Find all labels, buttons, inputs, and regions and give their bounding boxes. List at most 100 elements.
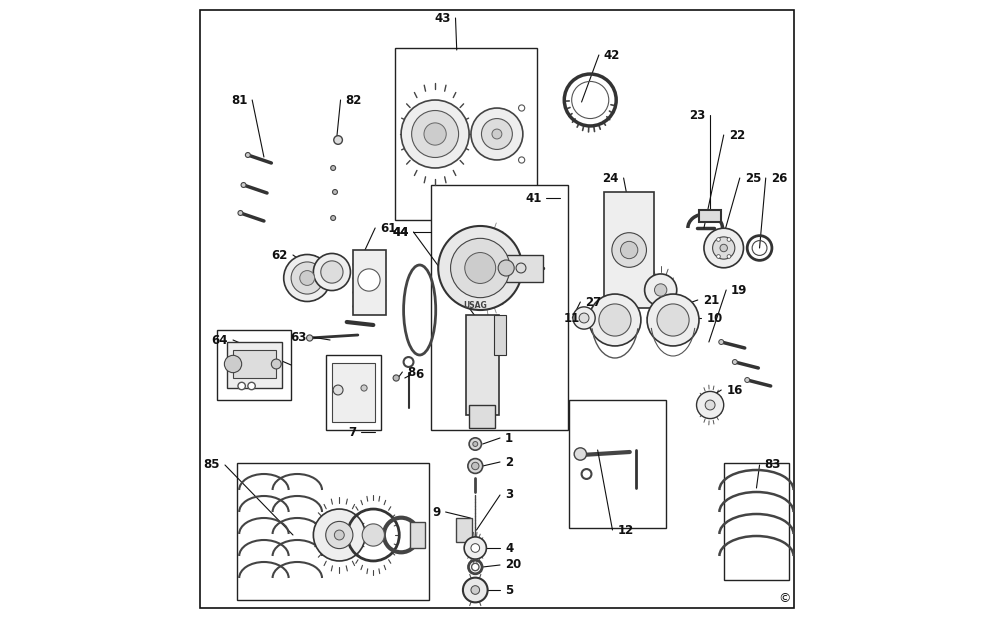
Circle shape: [451, 239, 510, 298]
Circle shape: [248, 383, 255, 390]
Text: 1: 1: [505, 431, 513, 444]
Circle shape: [471, 544, 480, 552]
Circle shape: [334, 136, 342, 145]
Circle shape: [238, 211, 243, 216]
Circle shape: [468, 459, 483, 473]
Bar: [431, 185, 568, 430]
Circle shape: [245, 153, 250, 158]
Circle shape: [238, 383, 245, 390]
Text: 63: 63: [290, 331, 307, 344]
Text: 26: 26: [771, 172, 787, 185]
Text: 44: 44: [392, 226, 409, 239]
Circle shape: [224, 355, 242, 373]
Circle shape: [333, 385, 343, 395]
Text: 4: 4: [505, 541, 513, 554]
Circle shape: [519, 105, 525, 111]
Circle shape: [438, 226, 522, 310]
Text: 9: 9: [432, 506, 441, 519]
Bar: [506, 255, 543, 282]
Bar: [456, 518, 472, 542]
Bar: [395, 48, 537, 220]
Text: USAG: USAG: [463, 300, 487, 310]
Text: ©: ©: [778, 592, 790, 605]
Bar: [699, 210, 721, 222]
Circle shape: [241, 182, 246, 187]
Circle shape: [498, 260, 514, 276]
Text: 43: 43: [434, 12, 451, 25]
Circle shape: [469, 438, 481, 450]
Circle shape: [713, 237, 735, 259]
Text: 11: 11: [564, 311, 580, 324]
Circle shape: [424, 123, 446, 145]
Circle shape: [300, 271, 315, 286]
Circle shape: [647, 294, 699, 346]
Text: 10: 10: [706, 311, 723, 324]
Text: 83: 83: [765, 459, 781, 472]
Text: 61: 61: [380, 221, 396, 234]
Circle shape: [516, 263, 526, 273]
Circle shape: [579, 313, 589, 323]
Bar: [724, 463, 789, 580]
Circle shape: [599, 304, 631, 336]
Text: 41: 41: [525, 192, 541, 205]
Circle shape: [732, 360, 737, 365]
Circle shape: [471, 586, 480, 595]
Circle shape: [291, 262, 323, 294]
Circle shape: [705, 400, 715, 410]
Text: 44: 44: [392, 226, 409, 239]
Bar: [410, 522, 425, 548]
Circle shape: [321, 261, 343, 283]
Circle shape: [589, 294, 641, 346]
Bar: [233, 350, 276, 378]
Circle shape: [471, 108, 523, 160]
Circle shape: [657, 304, 689, 336]
Circle shape: [519, 157, 525, 163]
Bar: [604, 192, 654, 308]
Bar: [237, 463, 429, 600]
Bar: [569, 400, 666, 528]
Text: 5: 5: [505, 583, 513, 596]
Text: 42: 42: [604, 48, 620, 62]
Bar: [326, 355, 381, 430]
Text: 22: 22: [729, 129, 745, 142]
Circle shape: [331, 166, 336, 171]
Circle shape: [492, 129, 502, 139]
Text: 25: 25: [745, 172, 761, 185]
Circle shape: [361, 385, 367, 391]
Circle shape: [313, 509, 365, 561]
Circle shape: [412, 111, 459, 158]
Circle shape: [704, 228, 743, 268]
Circle shape: [727, 255, 731, 258]
Text: 85: 85: [204, 459, 220, 472]
Text: 7: 7: [348, 426, 356, 439]
Circle shape: [284, 255, 331, 302]
Text: 19: 19: [731, 284, 748, 297]
Circle shape: [717, 238, 720, 242]
Circle shape: [393, 375, 399, 381]
Bar: [353, 250, 386, 315]
Circle shape: [717, 255, 720, 258]
Circle shape: [307, 335, 313, 341]
Circle shape: [720, 244, 727, 252]
Circle shape: [464, 537, 486, 559]
Circle shape: [331, 216, 336, 221]
Text: 81: 81: [231, 93, 247, 106]
Text: 82: 82: [346, 93, 362, 106]
Text: 6: 6: [415, 368, 424, 381]
Circle shape: [574, 448, 587, 460]
Circle shape: [719, 339, 724, 344]
Text: 2: 2: [505, 455, 513, 468]
Text: 64: 64: [212, 334, 228, 347]
Bar: [469, 405, 495, 428]
Circle shape: [333, 190, 337, 195]
Circle shape: [358, 269, 380, 291]
Bar: [227, 342, 282, 388]
Circle shape: [463, 578, 488, 603]
Text: 3: 3: [505, 488, 513, 501]
Text: 23: 23: [689, 109, 705, 122]
Circle shape: [481, 119, 512, 150]
Circle shape: [645, 274, 677, 306]
Circle shape: [621, 242, 638, 259]
Circle shape: [362, 524, 384, 546]
Circle shape: [745, 378, 750, 383]
